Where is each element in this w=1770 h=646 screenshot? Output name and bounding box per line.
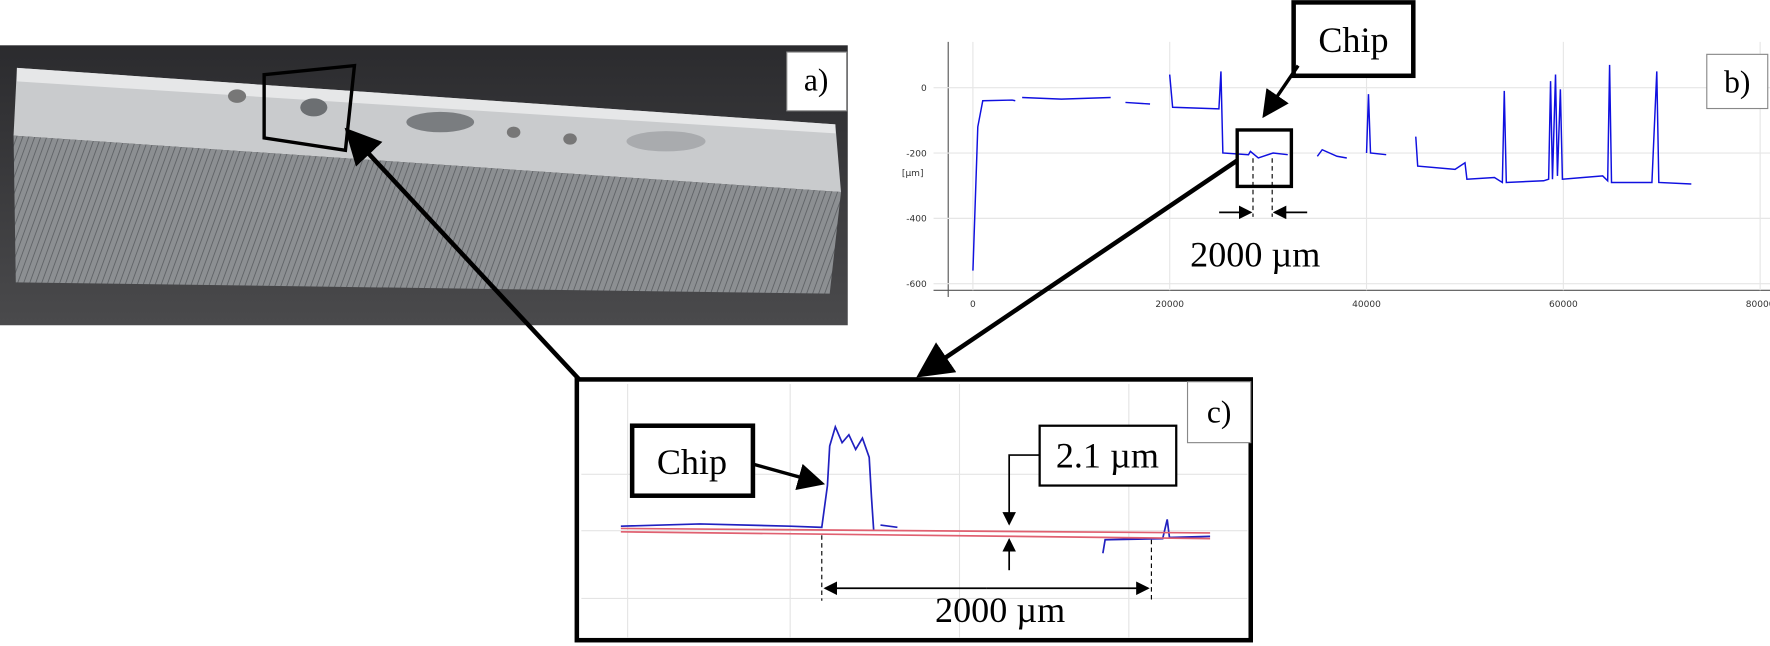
callout-text: Chip: [1318, 20, 1388, 60]
profile-line: [972, 64, 1692, 271]
x-tick-label: 60000: [1549, 300, 1578, 310]
panel-label: a): [804, 62, 829, 97]
y-tick-label: -200: [906, 149, 927, 159]
step-text: 2.1 µm: [1056, 435, 1159, 475]
x-tick-label: 80000: [1746, 300, 1770, 310]
dimension-text: 2000 µm: [935, 590, 1065, 630]
y-axis-label: [µm]: [902, 169, 924, 179]
x-tick-label: 0: [970, 300, 976, 310]
callout-b: Chip 2000 µm: [344, 0, 1416, 433]
photo: a): [0, 45, 848, 326]
x-tick-label: 40000: [1352, 300, 1381, 310]
y-tick-label: -600: [906, 280, 927, 290]
profile-chart: [µm] 80000 60000 40000 20000 0 -600 -400 -200 0 b…: [902, 41, 1770, 310]
dimension-text: 2000 µm: [1190, 235, 1320, 275]
callout-text: Chip: [657, 442, 727, 482]
panel-label: c): [1207, 394, 1232, 429]
x-tick-label: 20000: [1155, 300, 1184, 310]
panel-label: b): [1724, 65, 1750, 100]
y-tick-label: 0: [921, 84, 927, 94]
zoom-panel: c) Chip 2.1 µm 2000 µm: [574, 377, 1253, 643]
y-tick-label: -400: [906, 215, 927, 225]
